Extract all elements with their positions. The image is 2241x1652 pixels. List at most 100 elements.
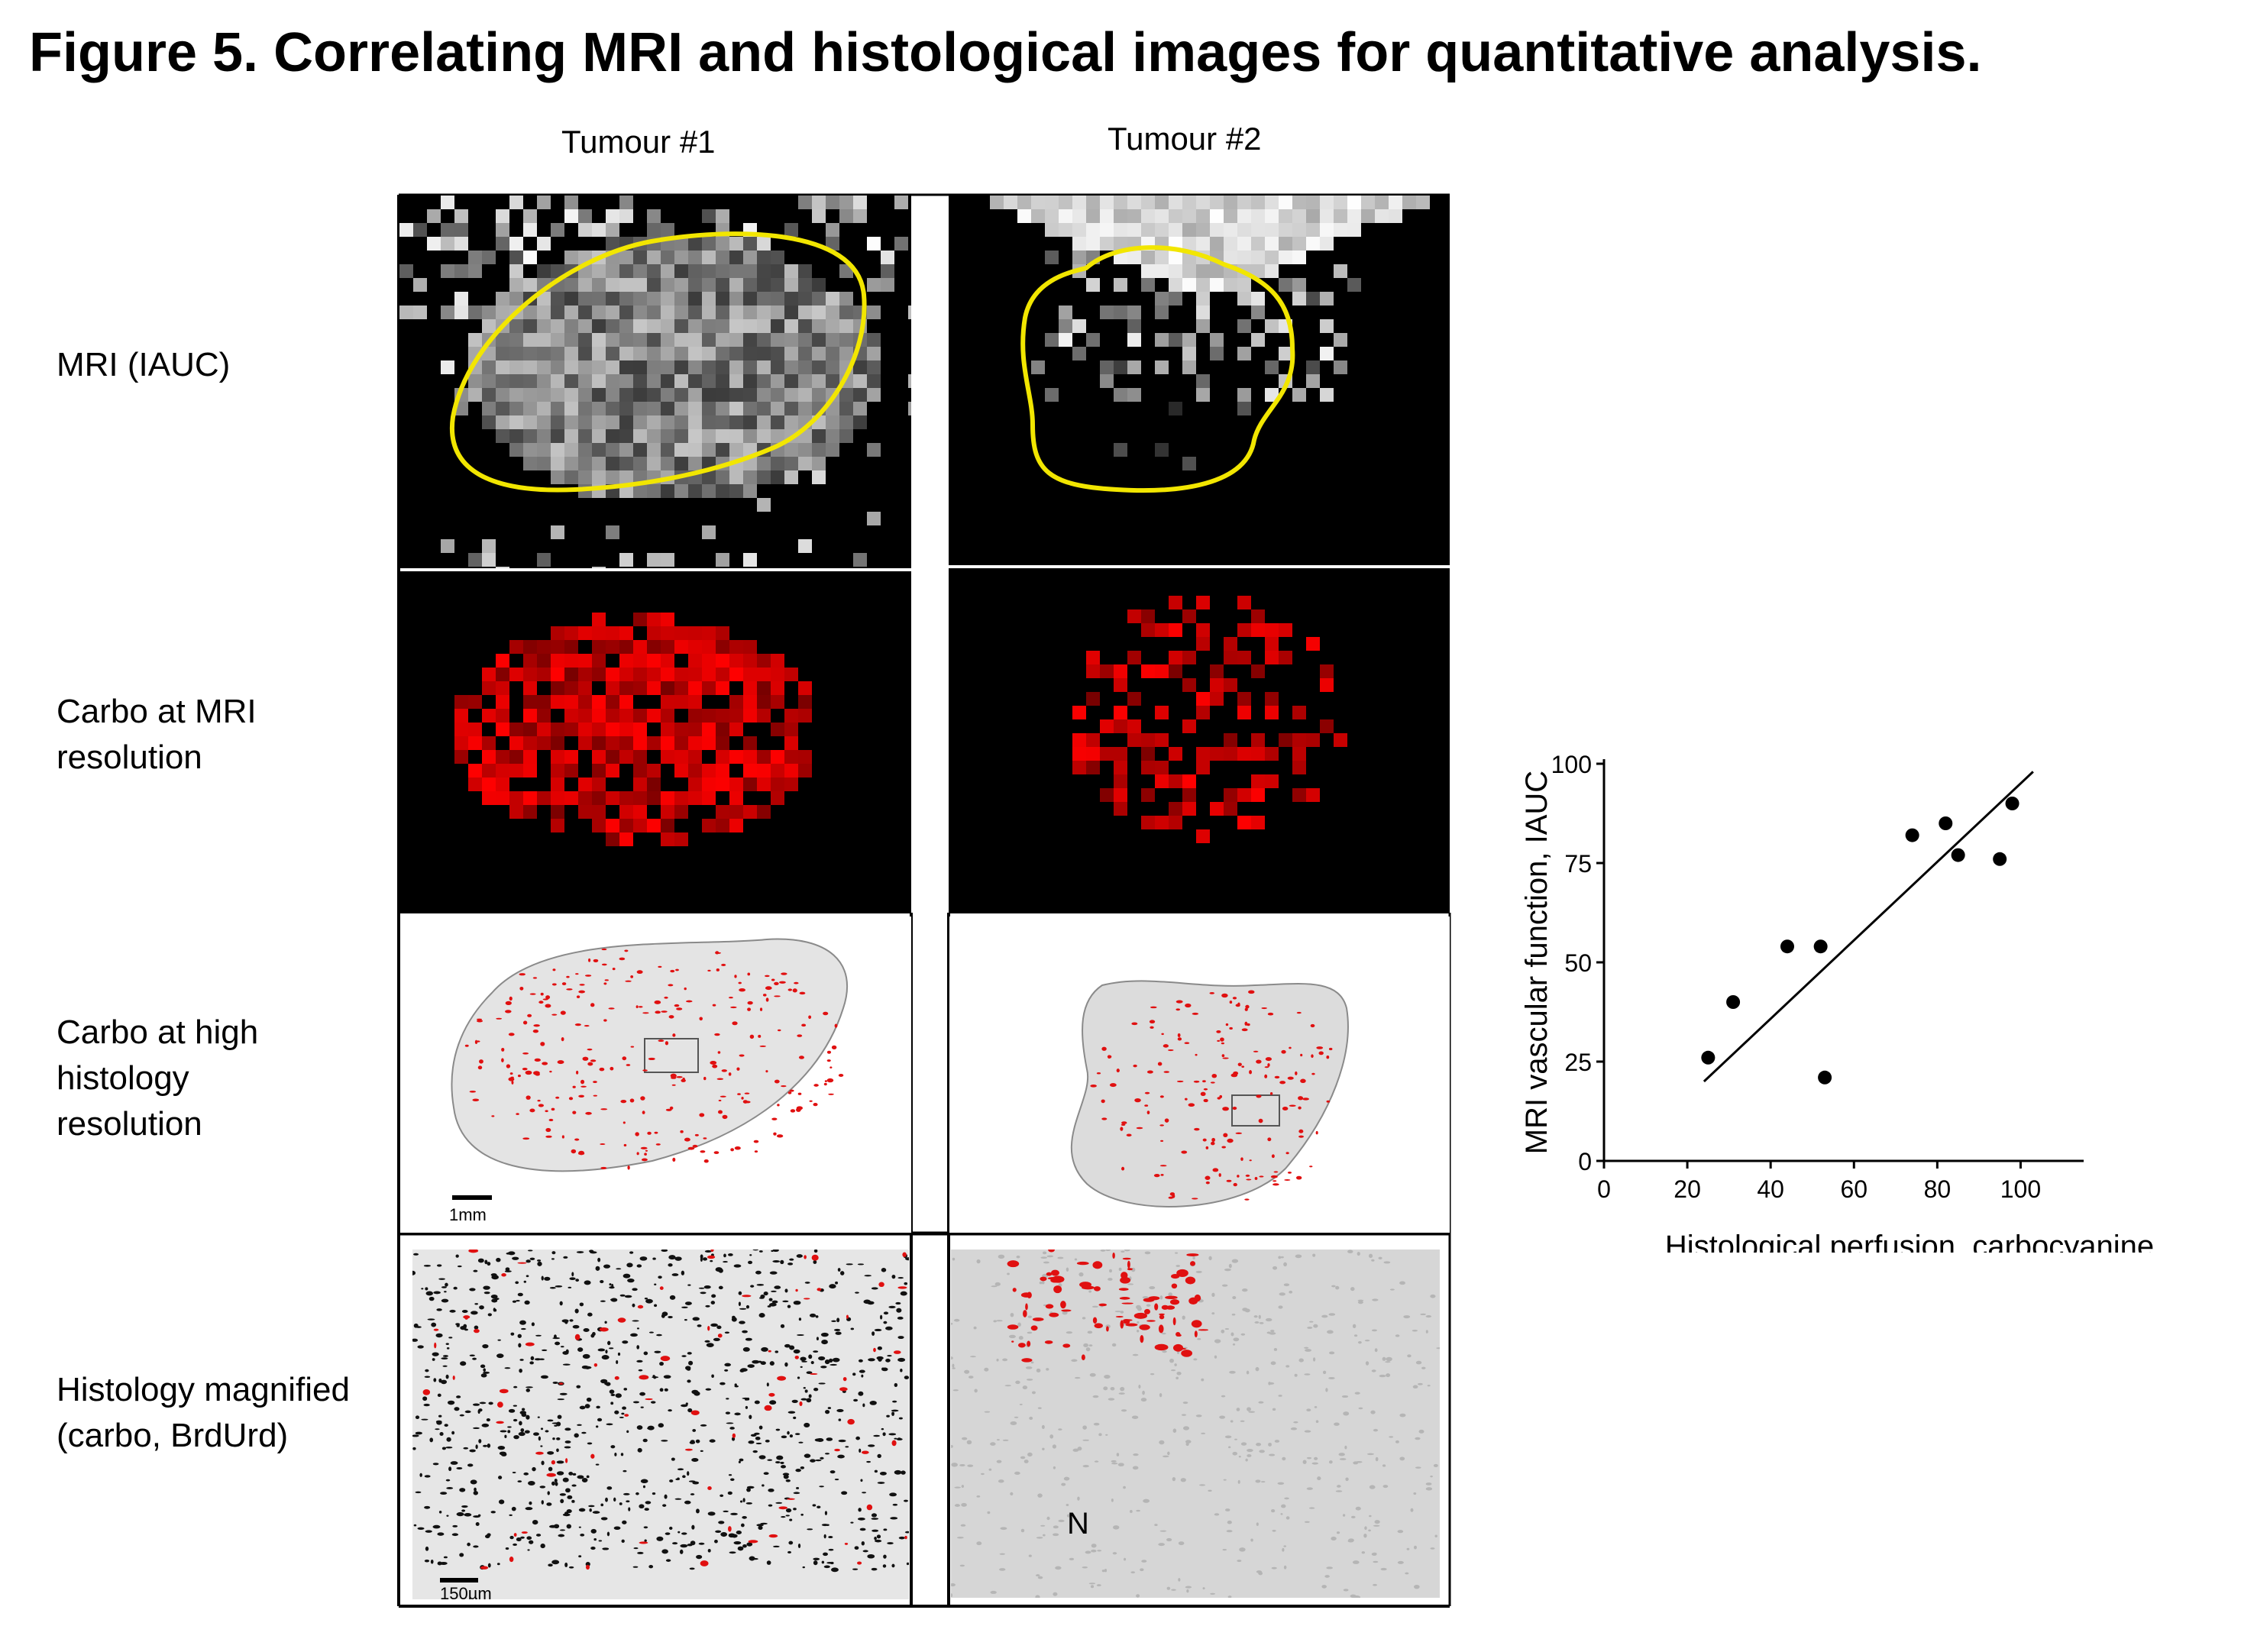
carbo-pixel — [1306, 733, 1320, 747]
mri-pixel — [757, 402, 771, 415]
stain-spot — [1283, 1283, 1290, 1287]
stain-spot — [752, 1450, 758, 1453]
stain-spot — [771, 978, 775, 981]
mri-pixel — [674, 347, 688, 360]
carbo-pixel — [1320, 664, 1334, 678]
mri-pixel — [688, 319, 702, 333]
stain-spot — [885, 1326, 893, 1330]
carbo-pixel — [647, 791, 661, 805]
stain-spot — [1112, 1252, 1115, 1259]
mri-pixel — [578, 470, 592, 484]
stain-spot — [1311, 1054, 1314, 1059]
stain-spot — [593, 959, 599, 962]
stain-spot — [1066, 1514, 1071, 1518]
stain-spot — [1108, 1398, 1115, 1401]
stain-spot — [959, 1463, 965, 1466]
carbo-pixel — [1224, 802, 1237, 816]
stain-spot — [789, 1434, 794, 1438]
stain-spot — [1316, 1046, 1324, 1049]
stain-spot — [425, 1291, 434, 1296]
carbo-pixel — [674, 791, 688, 805]
mri-pixel — [551, 347, 564, 360]
carbo-pixel — [578, 695, 592, 709]
stain-spot — [596, 1405, 600, 1409]
stain-spot — [1101, 1117, 1108, 1120]
carbo-pixel — [1169, 802, 1182, 816]
carbo-pixel — [1086, 733, 1100, 747]
mri-pixel — [1196, 196, 1210, 209]
stain-spot — [456, 1324, 460, 1327]
stain-spot — [1382, 1464, 1386, 1467]
stain-spot — [542, 1062, 548, 1065]
mri-pixel — [606, 306, 619, 319]
stain-spot — [798, 1441, 804, 1443]
stain-spot — [824, 1511, 828, 1516]
mri-pixel — [564, 306, 578, 319]
carbo-pixel — [743, 640, 757, 654]
mri-pixel — [839, 415, 853, 429]
mri-pixel — [633, 484, 647, 498]
mri-pixel — [757, 374, 771, 388]
stain-spot — [477, 1258, 484, 1263]
stain-spot — [1025, 1366, 1033, 1369]
stain-spot — [1037, 1576, 1043, 1579]
mri-pixel — [716, 388, 729, 402]
mri-pixel — [688, 388, 702, 402]
stain-spot — [1278, 1256, 1282, 1259]
carbo-pixel — [592, 613, 606, 626]
stain-spot — [715, 951, 720, 955]
stain-spot — [961, 1485, 965, 1489]
carbo-pixel — [1210, 678, 1224, 692]
stain-spot — [532, 1466, 536, 1472]
stain-spot — [738, 1301, 741, 1307]
mri-pixel — [1237, 278, 1251, 292]
stain-spot — [1082, 1566, 1088, 1569]
stain-spot — [1027, 1331, 1033, 1334]
mri-panel-tumour-2 — [949, 196, 1450, 565]
stain-spot — [1167, 1451, 1170, 1456]
stain-spot — [1372, 1552, 1377, 1554]
stain-spot — [1397, 1530, 1404, 1534]
stain-spot — [709, 1439, 716, 1443]
stain-spot — [878, 1282, 884, 1288]
stain-spot — [1397, 1560, 1404, 1564]
stain-spot — [1250, 1538, 1253, 1542]
mri-pixel — [1114, 306, 1127, 319]
stain-spot — [806, 1398, 812, 1403]
stain-spot — [613, 1526, 621, 1531]
stain-spot — [1326, 1100, 1331, 1103]
mri-pixel — [757, 251, 771, 264]
stain-spot — [520, 1536, 525, 1539]
mri-pixel — [564, 429, 578, 443]
mri-pixel — [757, 292, 771, 306]
stain-spot — [712, 1004, 716, 1007]
stain-spot — [1407, 1354, 1412, 1358]
stain-spot — [1011, 1340, 1014, 1343]
stain-spot — [782, 1473, 790, 1476]
stain-spot — [802, 1566, 805, 1569]
stain-spot — [616, 1268, 622, 1270]
stain-spot — [745, 1502, 753, 1505]
stain-spot — [744, 1101, 751, 1104]
stain-spot — [1023, 1460, 1029, 1463]
stain-spot — [1134, 1098, 1141, 1103]
stain-spot — [659, 1388, 664, 1392]
stain-spot — [578, 1526, 581, 1528]
mri-pixel — [894, 196, 908, 209]
mri-pixel — [1237, 223, 1251, 237]
mri-pixel — [1182, 196, 1196, 209]
stain-spot — [630, 975, 634, 978]
carbo-pixel — [619, 681, 633, 695]
mri-pixel — [606, 360, 619, 374]
carbo-pixel — [688, 626, 702, 640]
mri-pixel — [716, 292, 729, 306]
stain-spot — [896, 1437, 903, 1440]
stain-spot — [644, 1153, 647, 1156]
stain-spot — [681, 1532, 687, 1535]
stain-spot — [759, 1045, 767, 1047]
stain-spot — [1201, 1432, 1206, 1434]
stain-spot — [1105, 1250, 1111, 1251]
mri-pixel — [647, 347, 661, 360]
carbo-pixel — [1114, 788, 1127, 802]
stain-spot — [1093, 1422, 1100, 1426]
